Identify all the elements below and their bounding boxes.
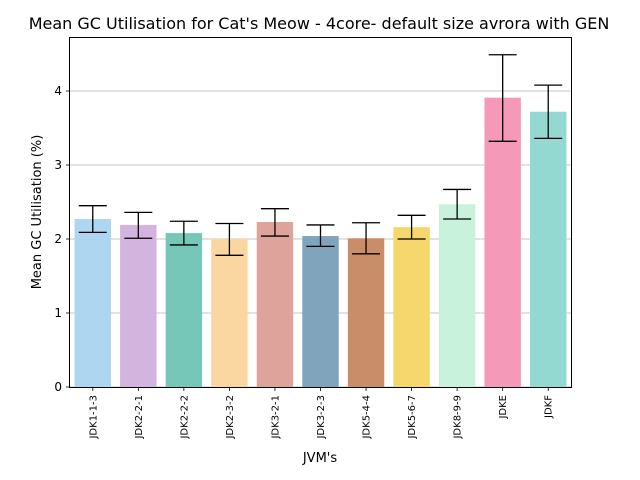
x-tick-label: JDK3-2-1 bbox=[270, 395, 281, 440]
x-tick-label: JDK2-3-2 bbox=[225, 395, 236, 440]
x-tick-label: JDKE bbox=[498, 395, 509, 420]
bar bbox=[165, 233, 203, 387]
bar bbox=[530, 111, 567, 388]
y-tick-label: 2 bbox=[54, 232, 62, 246]
x-axis-ticks: JDK1-1-3 JDK2-2-1 JDK2-2-2 JDK2-3-2 JDK3-2-1… bbox=[88, 387, 555, 440]
chart-title: Mean GC Utilisation for Cat's Meow - 4co… bbox=[29, 14, 610, 33]
bar bbox=[211, 239, 248, 387]
y-tick-label: 3 bbox=[54, 158, 62, 172]
x-tick-label: JDK1-1-3 bbox=[88, 395, 99, 440]
bar bbox=[256, 221, 294, 387]
bars bbox=[74, 97, 567, 388]
bar bbox=[347, 238, 385, 387]
bar bbox=[484, 97, 521, 388]
y-axis-label: Mean GC Utilisation (%) bbox=[30, 135, 45, 290]
x-tick-label: JDK5-4-4 bbox=[362, 395, 373, 440]
x-axis-label: JVM's bbox=[302, 451, 338, 466]
bar bbox=[120, 224, 157, 387]
bar bbox=[302, 236, 339, 387]
y-tick-label: 4 bbox=[54, 84, 62, 98]
bar bbox=[393, 227, 430, 387]
x-tick-label: JDK3-2-3 bbox=[316, 395, 327, 440]
error-bars bbox=[78, 54, 563, 256]
bar bbox=[74, 219, 111, 387]
x-tick-label: JDK5-6-7 bbox=[407, 395, 418, 440]
bar bbox=[438, 204, 476, 387]
x-tick-label: JDK2-2-1 bbox=[134, 395, 145, 440]
y-tick-label: 1 bbox=[54, 306, 62, 320]
x-tick-label: JDKF bbox=[544, 395, 555, 419]
y-axis-ticks: 0 1 2 3 4 bbox=[54, 84, 70, 394]
x-tick-label: JDK8-9-9 bbox=[453, 395, 464, 440]
y-tick-label: 0 bbox=[54, 380, 62, 394]
x-tick-label: JDK2-2-2 bbox=[179, 395, 190, 440]
